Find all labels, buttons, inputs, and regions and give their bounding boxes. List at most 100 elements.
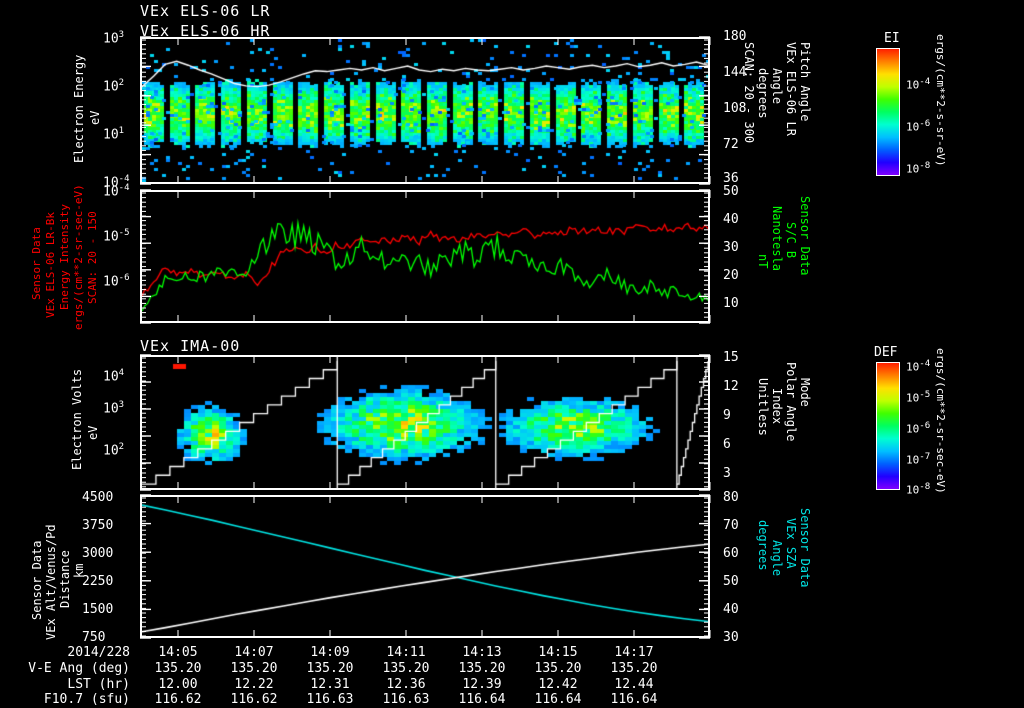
panel3-rtick-9: 9	[723, 408, 731, 423]
panel3-title: VEx IMA-00	[140, 337, 241, 355]
colorbar-def-tick-1e-8: 10-8	[906, 481, 931, 497]
colorbar-def-title: DEF	[874, 345, 898, 360]
table-cell-time-3: 14:11	[386, 645, 426, 660]
panel3-ytick-1e2: 102	[103, 442, 125, 459]
table-cell-time-5: 14:15	[538, 645, 578, 660]
panel3-ytick-1e3: 103	[103, 400, 125, 417]
panel1-right-axis-label-line3: Angle	[770, 68, 784, 105]
table-row-label-f107: F10.7 (sfu)	[43, 692, 130, 707]
panel1-right-axis-label-line2: VEx ELS-06 LR	[784, 42, 798, 136]
panel1-rtick-144: 144	[723, 65, 747, 80]
table-cell-lst-1: 12.22	[234, 677, 274, 692]
panel2-rtick-40: 40	[723, 212, 739, 227]
panel3-right-axis-label-line2: Polar Angle	[784, 362, 798, 442]
panel4-right-axis-label-line3: Angle	[770, 540, 784, 577]
panel4-ytick-750: 750	[82, 630, 106, 645]
panel2-left-axis-label-line1: Sensor Data	[30, 227, 43, 300]
table-cell-ve-angle-0: 135.20	[154, 661, 202, 676]
panel4-rtick-50: 50	[723, 574, 739, 589]
table-cell-f107-4: 116.64	[458, 692, 506, 707]
panel2-left-axis-label-line5: SCAN: 20 - 150	[86, 211, 99, 304]
table-cell-ve-angle-2: 135.20	[306, 661, 354, 676]
table-cell-lst-5: 12.42	[538, 677, 578, 692]
colorbar-ei	[876, 48, 900, 176]
table-cell-lst-6: 12.44	[614, 677, 654, 692]
colorbar-def-tick-1e-4: 10-4	[906, 358, 931, 374]
table-cell-f107-5: 116.64	[534, 692, 582, 707]
table-cell-time-0: 14:05	[158, 645, 198, 660]
colorbar-ei-title: EI	[884, 31, 900, 46]
table-cell-lst-0: 12.00	[158, 677, 198, 692]
panel1-title-hr: VEx ELS-06 HR	[140, 22, 271, 40]
panel4-rtick-70: 70	[723, 518, 739, 533]
panel3-left-axis-label-line1: Electron Volts	[70, 368, 84, 470]
panel1-right-axis-label-line4: degrees	[756, 68, 770, 119]
table-cell-ve-angle-4: 135.20	[458, 661, 506, 676]
table-row-label-time: 2014/228	[67, 645, 130, 660]
panel3-left-axis-label-line2: eV	[86, 425, 100, 440]
panel3-rtick-3: 3	[723, 466, 731, 481]
panel1-ytick-bottom: 10-4	[103, 174, 130, 191]
panel1-right-axis-label-line5: SCAN: 20 - 300	[742, 42, 756, 144]
colorbar-ei-tick-1e-4: 10-4	[906, 76, 931, 92]
panel1-ytick-100: 102	[103, 78, 125, 95]
panel1-ytick-10: 101	[103, 126, 125, 143]
panel2-ytick-1e-4: 10-4	[103, 183, 130, 200]
panel2-ytick-1e-6: 10-6	[103, 273, 130, 290]
colorbar-def-tick-1e-5: 10-5	[906, 389, 931, 405]
panel1-left-axis-label-line1: Electron Energy	[72, 54, 86, 163]
panel2-right-axis-label-line2: S/C B	[784, 222, 798, 259]
table-cell-lst-4: 12.39	[462, 677, 502, 692]
table-cell-time-1: 14:07	[234, 645, 274, 660]
panel4-ytick-4500: 4500	[82, 490, 114, 505]
panel2-left-axis-label-line4: ergs/(cm**2-sr-sec-eV)	[72, 184, 85, 330]
panel1-rtick-180: 180	[723, 29, 747, 44]
panel1-rtick-108: 108	[723, 101, 747, 116]
panel2-left-axis-label-line3: Energy Intensity	[58, 204, 71, 310]
panel2-right-axis-label-line3: Nanotesla	[770, 206, 784, 272]
panel4-ytick-3750: 3750	[82, 518, 114, 533]
panel2-right-axis-label-line1: Sensor Data	[798, 196, 812, 276]
panel4-left-axis-label-line2: VEx Alt/Venus/Pd	[44, 524, 58, 640]
panel1-rtick-72: 72	[723, 137, 739, 152]
panel2-rtick-10: 10	[723, 296, 739, 311]
panel4-right-axis-label-line4: degrees	[756, 520, 770, 571]
panel2-left-axis-label-line2: VEx ELS-06 LR-Bk	[44, 212, 57, 318]
panel4-right-axis-label-line2: VEx SZA	[784, 518, 798, 569]
panel3-rtick-6: 6	[723, 437, 731, 452]
panel3-ytick-1e4: 104	[103, 368, 125, 385]
table-cell-lst-2: 12.31	[310, 677, 350, 692]
table-cell-f107-0: 116.62	[154, 692, 202, 707]
table-cell-lst-3: 12.36	[386, 677, 426, 692]
panel1-rtick-36: 36	[723, 171, 739, 186]
panel2-right-axis-label-line4: nT	[756, 254, 770, 269]
panel4-ytick-3000: 3000	[82, 546, 114, 561]
panel4-left-axis-label-line3: Distance	[58, 550, 72, 608]
panel3-rtick-15: 15	[723, 350, 739, 365]
panel4-ytick-1500: 1500	[82, 602, 114, 617]
table-cell-ve-angle-6: 135.20	[610, 661, 658, 676]
table-row-label-lst: LST (hr)	[67, 677, 130, 692]
table-cell-f107-1: 116.62	[230, 692, 278, 707]
panel2-rtick-30: 30	[723, 240, 739, 255]
table-cell-ve-angle-5: 135.20	[534, 661, 582, 676]
panel3-right-axis-label-line3: Index	[770, 388, 784, 425]
panel4-rtick-40: 40	[723, 602, 739, 617]
panel4-left-axis-label-line1: Sensor Data	[30, 540, 44, 620]
panel3-rtick-12: 12	[723, 379, 739, 394]
panel4-rtick-60: 60	[723, 546, 739, 561]
table-cell-ve-angle-1: 135.20	[230, 661, 278, 676]
panel4-rtick-30: 30	[723, 630, 739, 645]
panel-electron-energy-spectrogram	[140, 37, 710, 184]
table-cell-time-4: 14:13	[462, 645, 502, 660]
colorbar-def	[876, 362, 900, 490]
colorbar-def-tick-1e-7: 10-7	[906, 451, 931, 467]
panel-altitude-sza	[140, 495, 710, 638]
colorbar-ei-units: ergs/(cm**2-s-sr-eV)	[934, 34, 947, 167]
colorbar-ei-tick-1e-6: 10-6	[906, 118, 931, 134]
panel1-left-axis-label-line2: eV	[88, 110, 102, 125]
panel3-right-axis-label-line1: Mode	[798, 378, 812, 407]
panel3-right-axis-label-line4: Unitless	[756, 378, 770, 436]
colorbar-ei-tick-1e-8: 10-8	[906, 160, 931, 176]
table-cell-f107-2: 116.63	[306, 692, 354, 707]
